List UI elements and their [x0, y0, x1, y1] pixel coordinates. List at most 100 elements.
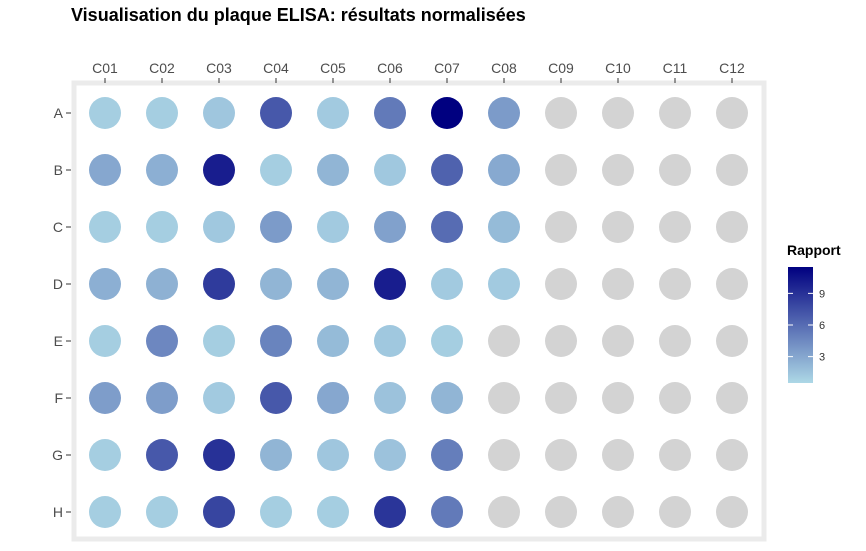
well	[317, 439, 349, 471]
well	[716, 496, 748, 528]
well	[374, 268, 406, 300]
well	[317, 211, 349, 243]
column-label: C08	[491, 60, 517, 76]
well	[602, 97, 634, 129]
well	[89, 268, 121, 300]
well	[602, 439, 634, 471]
well	[374, 496, 406, 528]
legend: Rapport 3 6 9	[787, 242, 841, 383]
column-label: C02	[149, 60, 175, 76]
well	[488, 211, 520, 243]
well	[260, 382, 292, 414]
well	[89, 211, 121, 243]
well	[659, 382, 691, 414]
well	[488, 325, 520, 357]
column-label: C05	[320, 60, 346, 76]
row-label: A	[54, 105, 64, 121]
well	[203, 268, 235, 300]
column-label: C10	[605, 60, 631, 76]
well	[374, 97, 406, 129]
well	[146, 496, 178, 528]
well	[488, 154, 520, 186]
column-label: C09	[548, 60, 574, 76]
well	[374, 439, 406, 471]
well	[260, 268, 292, 300]
well	[545, 325, 577, 357]
well	[488, 496, 520, 528]
plate-frame	[71, 80, 767, 542]
well	[260, 97, 292, 129]
well	[203, 154, 235, 186]
column-label: C03	[206, 60, 232, 76]
legend-tick-label: 9	[819, 288, 825, 300]
well	[431, 382, 463, 414]
well	[716, 382, 748, 414]
legend-title: Rapport	[787, 242, 841, 258]
well	[659, 496, 691, 528]
well	[602, 325, 634, 357]
well	[659, 154, 691, 186]
well	[488, 97, 520, 129]
well	[602, 154, 634, 186]
well	[602, 268, 634, 300]
well	[488, 439, 520, 471]
well	[659, 97, 691, 129]
legend-tick-label: 6	[819, 320, 825, 332]
column-label: C07	[434, 60, 460, 76]
well	[260, 211, 292, 243]
well	[545, 439, 577, 471]
well	[374, 211, 406, 243]
well	[545, 268, 577, 300]
well	[602, 382, 634, 414]
well	[545, 97, 577, 129]
well	[431, 325, 463, 357]
well	[716, 439, 748, 471]
column-label: C06	[377, 60, 403, 76]
well	[146, 325, 178, 357]
well	[89, 97, 121, 129]
well	[602, 496, 634, 528]
well	[374, 325, 406, 357]
well	[260, 496, 292, 528]
well	[203, 97, 235, 129]
row-label: C	[53, 219, 63, 235]
well	[659, 325, 691, 357]
well	[488, 268, 520, 300]
well	[716, 268, 748, 300]
row-label: G	[52, 447, 63, 463]
row-label: D	[53, 276, 63, 292]
well	[260, 439, 292, 471]
well	[659, 268, 691, 300]
legend-tick-label: 3	[819, 352, 825, 364]
well	[260, 325, 292, 357]
well	[602, 211, 634, 243]
well	[89, 382, 121, 414]
well	[488, 382, 520, 414]
wells	[89, 97, 748, 528]
well	[317, 97, 349, 129]
well	[545, 382, 577, 414]
well	[146, 439, 178, 471]
well	[716, 325, 748, 357]
row-label: B	[54, 162, 63, 178]
column-labels: C01 C02 C03 C04 C05 C06 C07 C08 C09 C10 C11 C12	[92, 60, 745, 83]
well	[89, 496, 121, 528]
row-label: E	[54, 333, 63, 349]
well	[203, 382, 235, 414]
chart-title: Visualisation du plaque ELISA: résultats…	[71, 5, 526, 25]
well	[317, 154, 349, 186]
well	[431, 97, 463, 129]
well	[431, 154, 463, 186]
well	[317, 325, 349, 357]
well	[431, 496, 463, 528]
well	[89, 154, 121, 186]
well	[203, 325, 235, 357]
well	[431, 268, 463, 300]
well	[89, 439, 121, 471]
column-label: C12	[719, 60, 745, 76]
row-label: F	[54, 390, 63, 406]
well	[89, 325, 121, 357]
well	[146, 268, 178, 300]
